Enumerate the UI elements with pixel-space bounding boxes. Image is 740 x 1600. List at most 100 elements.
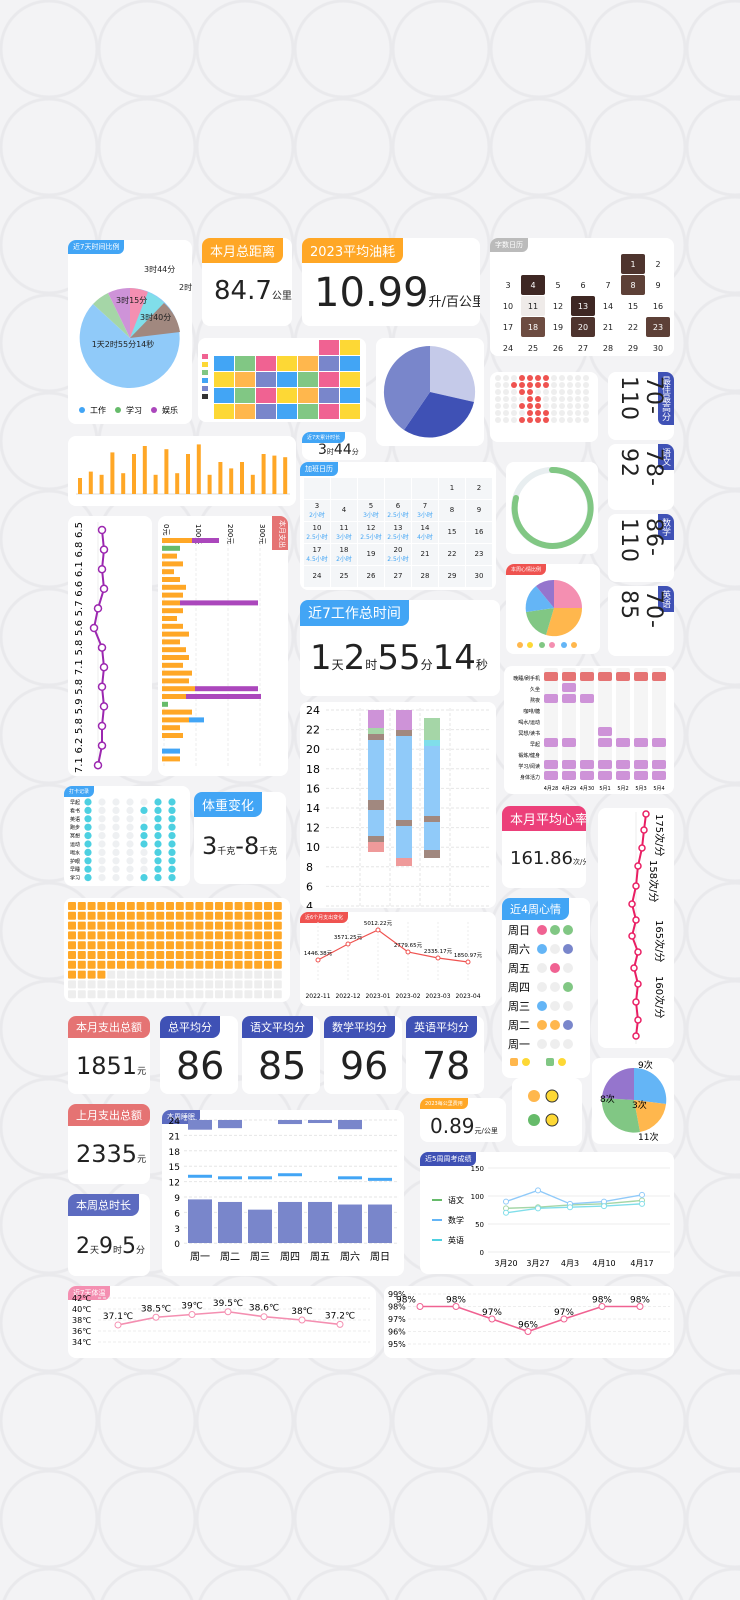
calendar-day[interactable]: 8 [621,275,645,295]
calendar-day[interactable]: 4 [521,275,545,295]
grid-square [126,941,135,950]
calendar-day[interactable]: 16 [466,522,492,543]
dot-cell [567,382,573,388]
grid-square [273,941,282,950]
calendar-day[interactable]: 12 2.5小时 [358,522,384,543]
habit-cell [544,771,558,780]
calendar-day[interactable]: 17 [502,322,514,332]
calendar-day[interactable]: 21 [412,544,438,565]
calendar-day[interactable]: 22 [439,544,465,565]
grid-square [205,980,214,989]
calendar-day[interactable]: 9 [466,500,492,521]
calendar-day[interactable] [521,254,545,274]
calendar-day[interactable]: 6 [580,280,586,290]
calendar-day[interactable]: 4 [331,500,357,521]
stack-segment [368,734,384,740]
checkin-dot [154,848,162,856]
calendar-day[interactable]: 10 2.5小时 [304,522,330,543]
calendar-day[interactable] [331,478,357,499]
hbar [162,686,195,692]
sleep-wake-mark [248,1176,272,1180]
calendar-day[interactable]: 15 [439,522,465,543]
calendar-day[interactable] [546,254,570,274]
calendar-day[interactable]: 19 [358,544,384,565]
calendar-day[interactable]: 2 [466,478,492,499]
fuel-value: 10.99升/百公里 [314,270,480,316]
calendar-day[interactable] [385,478,411,499]
grid-square [97,902,106,910]
calendar-day[interactable]: 26 [552,343,564,353]
calendar-day[interactable]: 1 [621,254,645,274]
calendar-day[interactable]: 2 [655,259,661,269]
calendar-day[interactable] [596,254,620,274]
calendar-day[interactable]: 6 2.5小时 [385,500,411,521]
mood-dot [537,1001,547,1011]
calendar-day[interactable]: 14 4小时 [412,522,438,543]
calendar-day[interactable]: 5 [555,280,561,290]
calendar-day[interactable]: 13 [571,296,595,316]
calendar-day[interactable]: 25 [527,343,539,353]
grid-square [264,951,272,959]
calendar-day[interactable]: 3 [505,280,511,290]
grid-square [166,960,174,969]
calendar-day[interactable]: 28 [602,343,614,353]
calendar-day[interactable]: 8 [439,500,465,521]
calendar-day[interactable]: 28 [412,566,438,587]
calendar-day[interactable] [358,478,384,499]
mood-pie [517,579,583,648]
heart-label: 158次/分 [647,860,660,902]
data-point [632,1032,640,1040]
calendar-day[interactable]: 20 [571,317,595,337]
calendar-day[interactable]: 18 2小时 [331,544,357,565]
calendar-day[interactable]: 24 [502,343,514,353]
calendar-day[interactable]: 23 [466,544,492,565]
calendar-day[interactable]: 22 [627,322,639,332]
grid-square [205,911,214,920]
calendar-day[interactable]: 7 [605,280,611,290]
calendar-day[interactable]: 3 2小时 [304,500,330,521]
calendar-day[interactable]: 26 [358,566,384,587]
calendar-day[interactable]: 17 4.5小时 [304,544,330,565]
dot-cell [575,417,581,423]
calendar-day[interactable]: 30 [466,566,492,587]
stack-segment [396,858,412,866]
calendar-day[interactable]: 12 [552,301,564,311]
calendar-day[interactable]: 14 [602,301,614,311]
sleep-bar [308,1201,332,1243]
calendar-day[interactable] [571,254,595,274]
calendar-day[interactable]: 7 3小时 [412,500,438,521]
calendar-day[interactable]: 1 [439,478,465,499]
calendar-day[interactable]: 16 [652,301,664,311]
calendar-day[interactable]: 19 [552,322,564,332]
calendar-day[interactable]: 27 [577,343,589,353]
calendar-day[interactable] [412,478,438,499]
heatmap-cell [214,372,234,387]
habit-cell [634,771,648,780]
calendar-day[interactable]: 30 [652,343,664,353]
calendar-day[interactable]: 29 [627,343,639,353]
hbar [162,584,186,590]
calendar-day[interactable]: 29 [439,566,465,587]
calendar-day[interactable]: 18 [521,317,545,337]
calendar-day[interactable]: 20 2.5小时 [385,544,411,565]
calendar-day[interactable]: 25 [331,566,357,587]
calendar-day[interactable] [304,478,330,499]
calendar-day[interactable]: 5 3小时 [358,500,384,521]
grid-square [136,980,145,989]
calendar-day[interactable]: 11 3小时 [331,522,357,543]
calendar-day[interactable]: 10 [502,301,514,311]
calendar-day[interactable]: 15 [627,301,639,311]
calendar-day[interactable]: 11 [521,296,545,316]
calendar-day[interactable]: 27 [385,566,411,587]
calendar-day[interactable]: 9 [655,280,661,290]
calendar-day[interactable]: 23 [646,317,670,337]
calendar-day[interactable] [496,254,520,274]
calendar-day[interactable]: 13 2.5小时 [385,522,411,543]
day-number: 8 [449,506,455,514]
calendar-day[interactable]: 21 [602,322,614,332]
day-number: 12 [366,523,376,532]
day-number: 4 [341,506,347,514]
bar [153,474,158,494]
dot-cell [543,396,549,402]
calendar-day[interactable]: 24 [304,566,330,587]
